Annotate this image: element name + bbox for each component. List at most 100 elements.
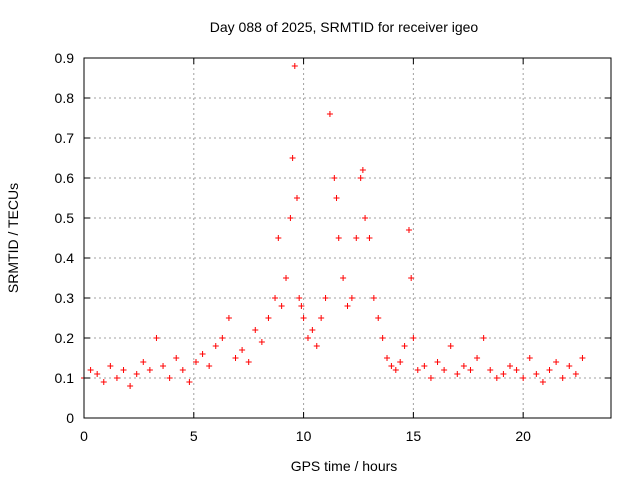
data-point	[344, 303, 351, 309]
data-point	[300, 315, 307, 321]
data-point	[348, 295, 355, 301]
data-point	[293, 195, 300, 201]
data-point	[520, 375, 527, 381]
data-point	[153, 335, 160, 341]
data-point	[533, 371, 540, 377]
x-tick-label: 15	[406, 428, 422, 444]
data-point	[366, 235, 373, 241]
data-point	[318, 315, 325, 321]
grid-lines	[84, 58, 611, 418]
data-point	[94, 371, 101, 377]
data-point	[335, 235, 342, 241]
data-point	[353, 235, 360, 241]
data-point	[467, 367, 474, 373]
data-point	[225, 315, 232, 321]
data-point	[566, 363, 573, 369]
data-point	[272, 295, 279, 301]
data-point	[296, 295, 303, 301]
data-point	[146, 367, 153, 373]
data-point	[287, 215, 294, 221]
data-point	[441, 367, 448, 373]
data-point	[539, 379, 546, 385]
y-tick-label: 0.6	[55, 170, 75, 186]
data-point	[405, 227, 412, 233]
data-point	[265, 315, 272, 321]
data-point	[313, 343, 320, 349]
data-point	[133, 371, 140, 377]
data-point	[397, 359, 404, 365]
x-tick-label: 5	[190, 428, 198, 444]
data-point	[289, 155, 296, 161]
y-tick-label: 0.2	[55, 330, 75, 346]
data-point	[414, 367, 421, 373]
data-point	[572, 371, 579, 377]
y-tick-label: 0.7	[55, 130, 75, 146]
data-point	[199, 351, 206, 357]
data-point	[410, 335, 417, 341]
data-point	[326, 111, 333, 117]
chart-title: Day 088 of 2025, SRMTID for receiver ige…	[210, 19, 479, 35]
data-point	[388, 363, 395, 369]
data-point	[107, 363, 114, 369]
data-point	[100, 379, 107, 385]
data-point	[331, 175, 338, 181]
x-tick-label: 20	[515, 428, 531, 444]
data-point	[474, 355, 481, 361]
y-tick-label: 0	[66, 410, 74, 426]
data-point	[362, 215, 369, 221]
data-point	[480, 335, 487, 341]
data-point	[179, 367, 186, 373]
y-tick-label: 0.4	[55, 250, 75, 266]
data-point	[87, 367, 94, 373]
data-point	[186, 379, 193, 385]
data-point	[375, 315, 382, 321]
data-point	[232, 355, 239, 361]
y-tick-label: 0.8	[55, 90, 75, 106]
data-point	[173, 355, 180, 361]
data-point	[357, 175, 364, 181]
data-point	[140, 359, 147, 365]
data-point	[447, 343, 454, 349]
data-point	[427, 375, 434, 381]
data-point	[258, 339, 265, 345]
data-point	[278, 303, 285, 309]
data-point	[384, 355, 391, 361]
data-point	[401, 343, 408, 349]
data-point	[275, 235, 282, 241]
x-axis-label: GPS time / hours	[291, 458, 398, 474]
data-point	[291, 63, 298, 69]
data-point	[379, 335, 386, 341]
plot-frame	[83, 57, 612, 419]
data-point	[434, 359, 441, 365]
data-point	[559, 375, 566, 381]
data-point	[487, 367, 494, 373]
data-point	[120, 367, 127, 373]
x-tick-label: 10	[296, 428, 312, 444]
data-point	[252, 327, 259, 333]
y-axis-label: SRMTID / TECUs	[5, 183, 21, 293]
y-tick-label: 0.1	[55, 370, 75, 386]
data-point	[239, 347, 246, 353]
data-point	[370, 295, 377, 301]
data-point	[392, 367, 399, 373]
data-point	[553, 359, 560, 365]
data-point	[245, 359, 252, 365]
data-point	[212, 343, 219, 349]
data-point	[304, 335, 311, 341]
data-point	[546, 367, 553, 373]
y-tick-label: 0.5	[55, 210, 75, 226]
data-points	[81, 63, 586, 389]
data-point	[408, 275, 415, 281]
data-point	[309, 327, 316, 333]
data-point	[359, 167, 366, 173]
data-point	[340, 275, 347, 281]
x-tick-label: 0	[80, 428, 88, 444]
data-point	[206, 363, 213, 369]
data-point	[127, 383, 134, 389]
data-point	[333, 195, 340, 201]
data-point	[219, 335, 226, 341]
data-point	[513, 367, 520, 373]
data-point	[526, 355, 533, 361]
